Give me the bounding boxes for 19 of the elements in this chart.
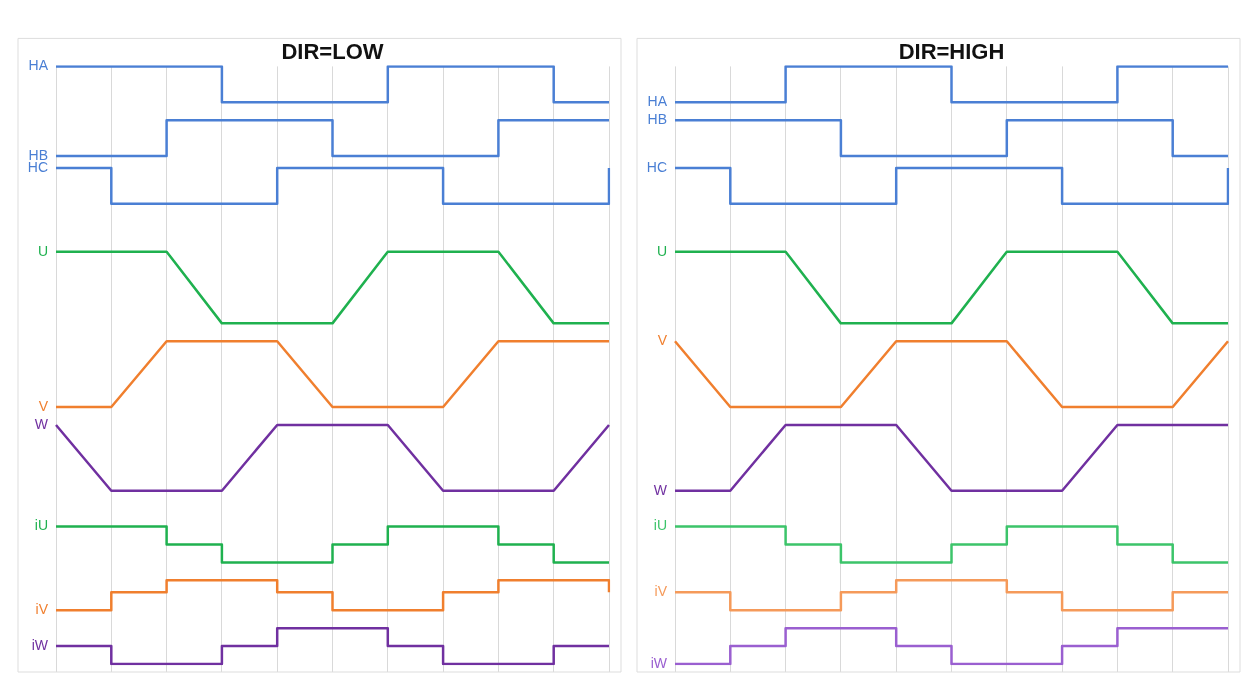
series-label: HC [646,158,667,175]
series-label: HB [28,146,48,163]
series-label: HA [28,57,49,74]
series-label: iV [35,601,49,618]
chart-title: DIR=HIGH [898,39,1005,65]
series-label: W [653,481,668,498]
series-label: iU [34,517,48,534]
series-label: iU [653,517,667,534]
series-label: HB [647,111,667,128]
series-label: W [34,415,49,432]
series-label: V [38,397,49,414]
chart-title: DIR=LOW [281,39,384,65]
series-label: U [656,242,667,259]
series-label: iW [31,636,49,653]
series-label: V [657,332,668,349]
series-label: U [37,242,48,259]
series-label: iV [654,583,668,600]
series-label: iW [650,654,668,671]
series-label: HA [647,93,668,110]
